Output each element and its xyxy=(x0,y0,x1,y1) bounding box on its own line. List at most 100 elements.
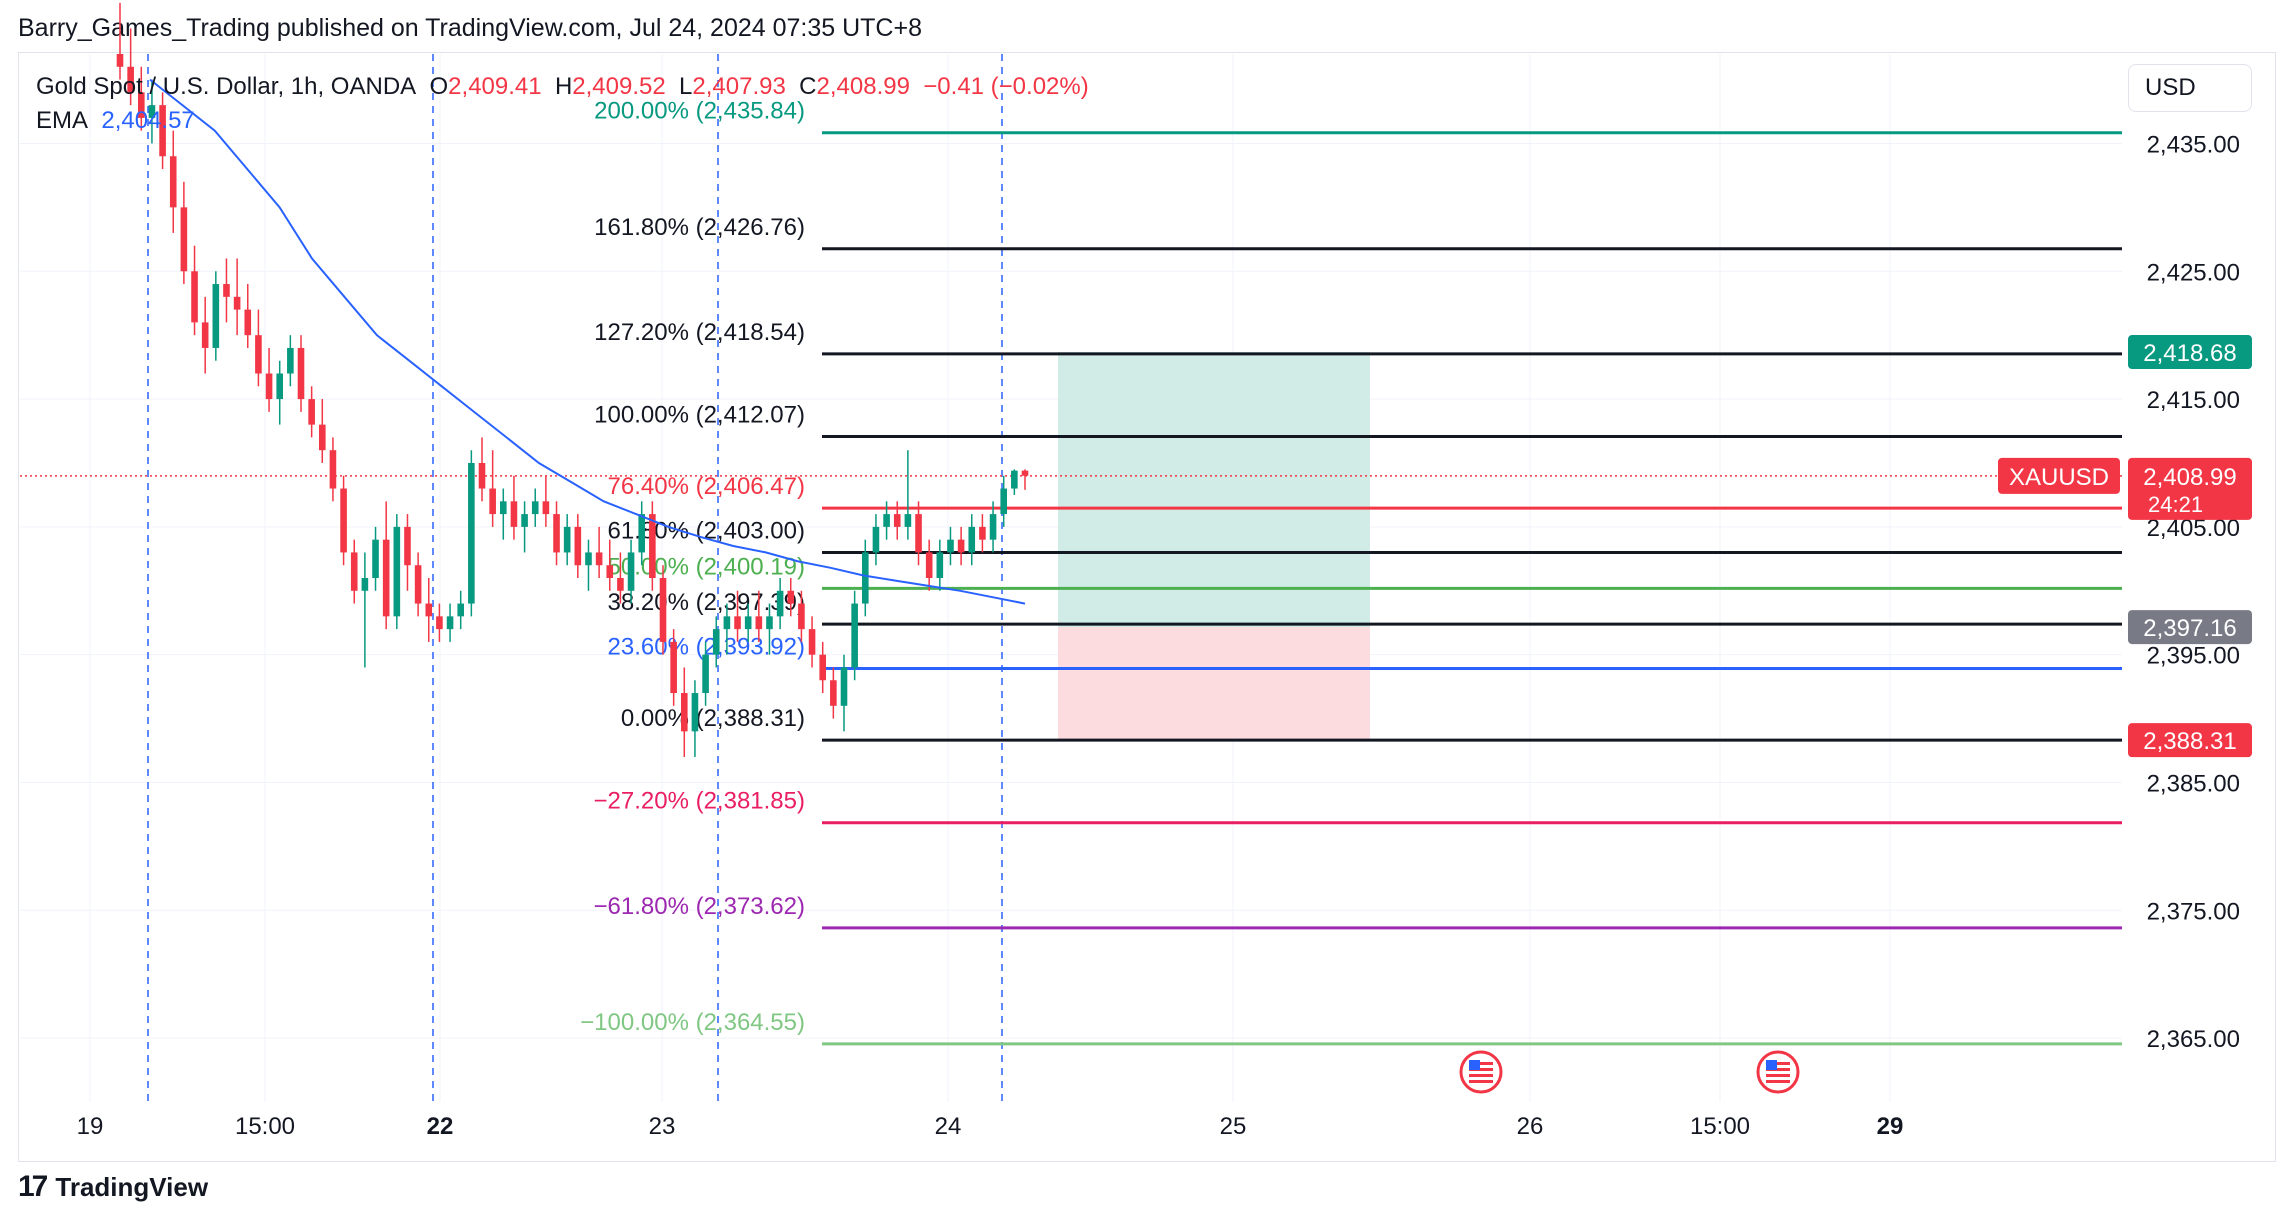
price-tag-bg xyxy=(2128,610,2252,645)
currency-button[interactable]: USD xyxy=(2128,64,2252,112)
fib-level-label: −100.00% (2,364.55) xyxy=(580,1009,805,1036)
economic-events xyxy=(1459,1050,1800,1094)
price-tick-label: 2,415.00 xyxy=(2147,387,2240,414)
time-tick-label: 19 xyxy=(77,1113,104,1140)
candle-body xyxy=(361,578,369,591)
open-value: 2,409.41 xyxy=(448,73,542,100)
candle-body xyxy=(649,514,656,578)
position-zones xyxy=(1058,352,1370,741)
candle-body xyxy=(787,590,795,604)
candle-body xyxy=(819,654,827,681)
candle-body xyxy=(563,526,571,553)
flag-stripe xyxy=(1469,1074,1493,1077)
candle-body xyxy=(201,322,209,348)
candle-body xyxy=(137,92,145,118)
candle-body xyxy=(436,616,443,630)
candle-body xyxy=(233,296,241,310)
candle-body xyxy=(904,514,912,527)
price-tag-label: 2,418.68 xyxy=(2143,340,2236,367)
candle-body xyxy=(372,539,379,578)
fib-level-label: 38.20% (2,397.39) xyxy=(608,589,805,616)
us-flag-event-icon xyxy=(1756,1050,1800,1094)
candle-body xyxy=(340,488,347,553)
high-value: 2,409.52 xyxy=(572,73,666,100)
time-tick-label: 23 xyxy=(649,1113,676,1140)
flag-stripe xyxy=(1469,1062,1493,1065)
price-tag-label: 2,388.31 xyxy=(2143,728,2236,755)
candle-body xyxy=(968,526,976,553)
candle-body xyxy=(989,514,997,540)
candle-body xyxy=(212,284,220,348)
candle-body xyxy=(350,552,358,591)
flag-canton xyxy=(1469,1060,1480,1070)
candle-body xyxy=(883,514,890,527)
price-tick-label: 2,365.00 xyxy=(2147,1026,2240,1053)
candle-body xyxy=(382,539,390,617)
candle-body xyxy=(691,693,699,732)
countdown-label: 24:21 xyxy=(2148,492,2203,517)
flag-canton xyxy=(1766,1060,1777,1070)
time-tick-label: 29 xyxy=(1877,1113,1904,1140)
candle-body xyxy=(510,501,518,527)
fib-level-label: 127.20% (2,418.54) xyxy=(594,319,805,346)
candle-body xyxy=(297,347,305,400)
time-tick-label: 24 xyxy=(935,1113,962,1140)
tradingview-logo-icon: 17 xyxy=(18,1170,48,1203)
candle-body xyxy=(265,373,273,400)
high-label: H xyxy=(554,73,573,100)
fib-level-label: 100.00% (2,412.07) xyxy=(594,402,805,429)
flag-stripe xyxy=(1766,1068,1790,1071)
candle-body xyxy=(116,54,124,67)
candle-body xyxy=(830,680,837,706)
candle-body xyxy=(893,514,901,527)
candle-body xyxy=(755,616,763,630)
candle-body xyxy=(1000,488,1008,515)
symbol-title[interactable]: Gold Spot / U.S. Dollar, 1h, OANDA xyxy=(36,73,417,100)
candle-body xyxy=(329,450,337,489)
candle-body xyxy=(574,526,582,566)
current-price-tag-bg xyxy=(2128,457,2252,520)
stop-zone xyxy=(1058,627,1370,741)
candle-body xyxy=(393,526,401,617)
fib-level-label: −61.80% (2,373.62) xyxy=(594,893,806,920)
candle-body xyxy=(531,501,539,515)
candle-body xyxy=(148,105,156,118)
candle-body xyxy=(585,552,592,566)
current-price-label: 2,408.99 xyxy=(2143,464,2236,491)
candle-body xyxy=(223,284,230,297)
candle-body xyxy=(159,105,166,157)
ema-label[interactable]: EMA xyxy=(36,107,89,134)
candle-body xyxy=(287,347,294,374)
candle-body xyxy=(627,552,635,591)
tradingview-brand: TradingView xyxy=(55,1171,209,1202)
symbol-tag-label: XAUUSD xyxy=(2009,464,2109,491)
time-tick-label: 22 xyxy=(427,1113,454,1140)
fib-level-label: 76.40% (2,406.47) xyxy=(608,473,805,500)
candle-body xyxy=(936,552,944,578)
ema-line xyxy=(149,78,1026,605)
candle-body xyxy=(702,654,709,694)
price-tick-label: 2,385.00 xyxy=(2147,770,2240,797)
symbol-tag-bg xyxy=(1998,457,2120,494)
ohlc-row: Gold Spot / U.S. Dollar, 1h, OANDA O2,40… xyxy=(36,70,1089,104)
candle-body xyxy=(776,590,784,617)
candle-body xyxy=(499,501,507,515)
candle-body xyxy=(659,578,667,642)
candle-body xyxy=(798,603,805,630)
candle-body xyxy=(606,565,614,578)
price-tag-label: 2,397.16 xyxy=(2143,615,2236,642)
candle-body xyxy=(734,616,741,630)
candle-body xyxy=(861,552,869,604)
candle-body xyxy=(169,156,177,208)
close-label: C xyxy=(799,73,817,100)
candle-body xyxy=(723,616,731,630)
chart-frame xyxy=(18,52,2276,1162)
candle-body xyxy=(872,526,880,553)
price-tick-label: 2,375.00 xyxy=(2147,898,2240,925)
candle-body xyxy=(276,373,284,400)
candle-body xyxy=(957,539,965,553)
fib-level-label: 0.00% (2,388.31) xyxy=(621,705,805,732)
candle-body xyxy=(712,629,720,655)
candle-body xyxy=(851,603,858,668)
